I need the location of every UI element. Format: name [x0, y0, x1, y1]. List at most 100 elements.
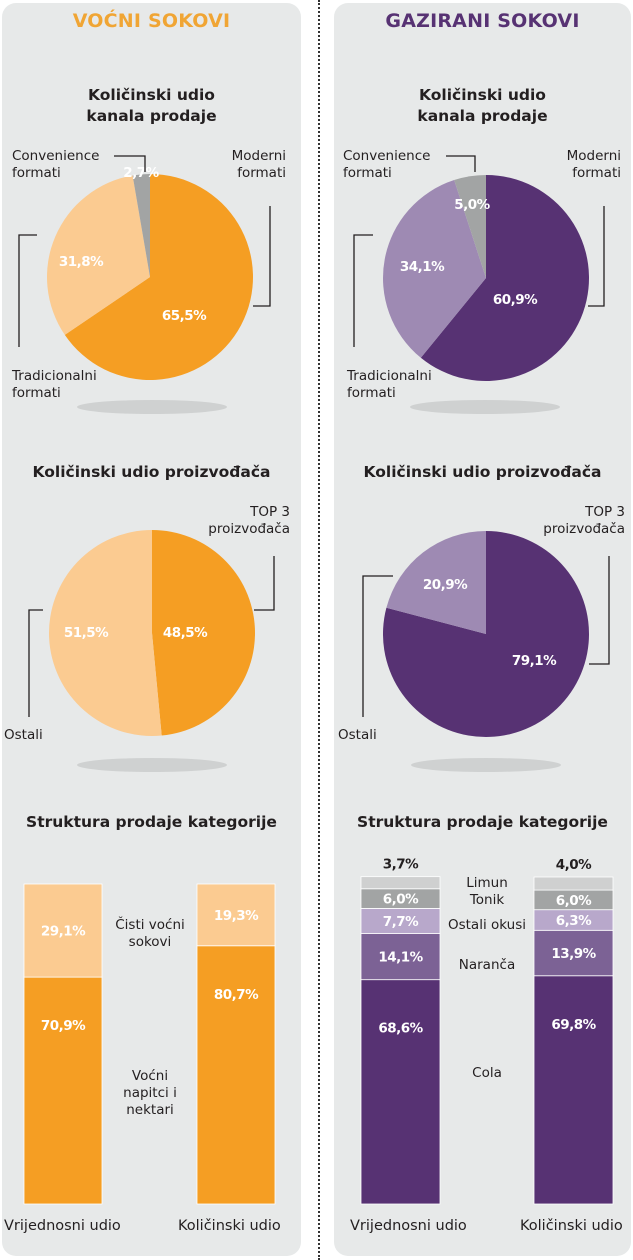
gazirani-struktura-bar-0-limun [360, 876, 441, 890]
leader-line-tradicionalni-right [353, 234, 373, 347]
label-cisti-vocni: Čisti voćni sokovi [102, 917, 198, 951]
vocni-struktura-value-1--isti-vo-ni-sokovi: 19,3% [214, 908, 259, 924]
leader-line-moderni-left [253, 206, 271, 307]
pie-gazirani-kanali-label-convenience-formati: 5,0% [454, 197, 490, 213]
pie2-title-right: Količinski udio proizvođača [363, 463, 602, 481]
label-vocni-napitci-2: napitci i [123, 1085, 177, 1101]
pie-shadow [411, 758, 561, 772]
label-cisti-vocni-2: sokovi [128, 934, 172, 950]
gazirani-struktura-value-1-tonik: 6,0% [556, 893, 592, 909]
gazirani-struktura-value-0-naran-a: 14,1% [378, 950, 423, 966]
pie-shadow [77, 758, 227, 772]
vocni-struktura-bar-0-vo-ni-napitci-i-nektari [23, 976, 103, 1205]
pie1-title-right-line2: kanala prodaje [417, 107, 548, 125]
pie-vocni-kanali-label-moderni-formati: 65,5% [162, 308, 207, 324]
pie-shadow [410, 400, 560, 414]
leader-line-convenience-left [114, 155, 146, 172]
label-convenience-right-2: formati [343, 165, 392, 181]
label-limun-tonik: Limun Tonik [440, 875, 534, 909]
pie-vocni-proizvodaci-slice-ostali [49, 530, 162, 737]
title-vocni-sokovi: VOĆNI SOKOVI [72, 10, 231, 32]
pie-vocni-kanali-label-convenience-formati: 2,7% [123, 165, 159, 181]
gazirani-struktura-value-1-cola: 69,8% [551, 1017, 596, 1033]
label-tradicionalni-left-1: Tradicionalni [12, 368, 97, 384]
label-top3-left: TOP 3 proizvođača [208, 504, 290, 538]
gazirani-struktura-value-1-naran-a: 13,9% [551, 946, 596, 962]
gazirani-struktura-bar-0-ostali-okusi [360, 907, 441, 934]
gazirani-struktura-value-1-limun: 4,0% [556, 857, 592, 873]
leader-line-ostali-left [28, 609, 43, 717]
pie1-title-left-line2: kanala prodaje [86, 107, 217, 125]
pie-vocni-kanali-slice-tradicionalni-formati [47, 175, 151, 335]
vocni-struktura-bar-0--isti-vo-ni-sokovi [23, 883, 103, 978]
gazirani-struktura-value-0-ostali-okusi: 7,7% [383, 914, 419, 930]
leader-line-ostali-right [362, 575, 393, 717]
pie-gazirani-kanali-slice-tradicionalni-formati [383, 180, 486, 358]
pie1-title-right: Količinski udio kanala prodaje [334, 85, 631, 127]
pie-gazirani-kanali-slice-moderni-formati [420, 175, 589, 381]
label-limun: Limun [466, 875, 508, 891]
pie-vocni-proizvodaci-label-top-3-proizvo-a-a: 48,5% [163, 625, 208, 641]
bars-title-right: Struktura prodaje kategorije [357, 813, 608, 831]
pie-vocni-kanali-slice-convenience-formati [132, 174, 150, 277]
pie-gazirani-proizvodaci-label-top-3-proizvo-a-a: 79,1% [512, 653, 557, 669]
leader-line-tradicionalni-left [18, 234, 37, 347]
label-top3-left-1: TOP 3 [250, 504, 290, 520]
pie1-title-left: Količinski udio kanala prodaje [2, 85, 301, 127]
leader-line-convenience-right [446, 155, 476, 172]
pie-gazirani-kanali-label-moderni-formati: 60,9% [493, 292, 538, 308]
label-convenience-right: Convenience formati [343, 148, 430, 182]
gazirani-struktura-value-0-tonik: 6,0% [383, 892, 419, 908]
label-convenience-right-1: Convenience [343, 148, 431, 164]
pie-gazirani-kanali-slice-convenience-formati [454, 175, 486, 278]
gazirani-struktura-bar-1-naran-a [533, 929, 614, 977]
label-top3-right-1: TOP 3 [585, 504, 625, 520]
label-tonik: Tonik [469, 892, 505, 908]
gazirani-struktura-bar-1-cola [533, 975, 614, 1205]
vocni-struktura-bar-1--isti-vo-ni-sokovi [196, 883, 276, 947]
pie-gazirani-kanali-label-tradicionalni-formati: 34,1% [400, 259, 445, 275]
pie-shadow [77, 400, 227, 414]
pie-vocni-kanali-slice-moderni-formati [64, 174, 253, 381]
gazirani-struktura-value-1-ostali-okusi: 6,3% [556, 913, 592, 929]
label-tradicionalni-left-2: formati [12, 385, 61, 401]
label-moderni-right: Moderni formati [567, 148, 621, 182]
label-tradicionalni-right: Tradicionalni formati [347, 368, 432, 402]
label-top3-right-2: proizvođača [543, 521, 625, 537]
label-convenience-left-1: Convenience [12, 148, 100, 164]
label-moderni-right-1: Moderni [566, 148, 621, 164]
xlabel-vrijednosni-right: Vrijednosni udio [350, 1218, 467, 1234]
label-vocni-napitci: Voćni napitci i nektari [102, 1068, 198, 1119]
label-top3-right: TOP 3 proizvođača [543, 504, 625, 538]
pie-gazirani-proizvodaci-slice-ostali [386, 531, 486, 634]
label-top3-left-2: proizvođača [208, 521, 290, 537]
xlabel-kolicinski-left: Količinski udio [178, 1218, 281, 1234]
label-naranca: Naranča [458, 957, 516, 973]
leader-line-top3-right [589, 556, 610, 665]
gazirani-struktura-bar-1-limun [533, 876, 614, 891]
label-moderni-left-2: formati [237, 165, 286, 181]
label-ostali-right: Ostali [338, 727, 377, 743]
bars-title-left: Struktura prodaje kategorije [26, 813, 277, 831]
pie2-title-left: Količinski udio proizvođača [32, 463, 271, 481]
label-convenience-left: Convenience formati [12, 148, 99, 182]
pie1-title-right-line1: Količinski udio [419, 86, 546, 104]
pie1-title-left-line1: Količinski udio [88, 86, 215, 104]
label-tradicionalni-right-1: Tradicionalni [347, 368, 432, 384]
gazirani-struktura-bar-0-cola [360, 979, 441, 1205]
leader-line-moderni-right [588, 206, 605, 307]
label-moderni-left: Moderni formati [232, 148, 286, 182]
label-cisti-vocni-1: Čisti voćni [115, 917, 185, 933]
label-tradicionalni-left: Tradicionalni formati [12, 368, 97, 402]
xlabel-vrijednosni-left: Vrijednosni udio [4, 1218, 121, 1234]
title-gazirani-sokovi: GAZIRANI SOKOVI [385, 10, 580, 32]
vocni-struktura-value-1-vo-ni-napitci-i-nektari: 80,7% [214, 987, 259, 1003]
leader-line-top3-left [254, 556, 275, 611]
label-moderni-left-1: Moderni [231, 148, 286, 164]
label-cola: Cola [472, 1065, 502, 1081]
gazirani-struktura-value-0-cola: 68,6% [378, 1021, 423, 1037]
label-vocni-napitci-3: nektari [126, 1102, 174, 1118]
vocni-struktura-value-0-vo-ni-napitci-i-nektari: 70,9% [41, 1018, 86, 1034]
label-ostali-left: Ostali [4, 727, 43, 743]
